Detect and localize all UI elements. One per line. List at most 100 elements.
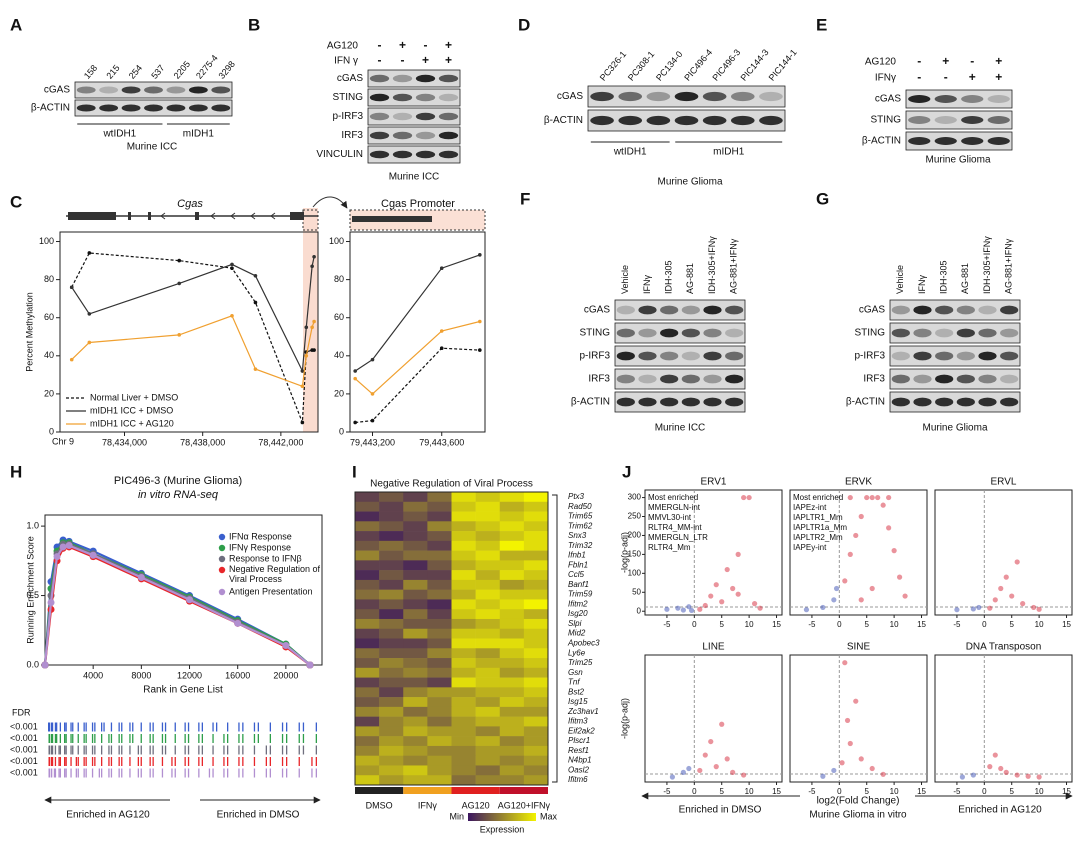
rug-tick bbox=[94, 745, 96, 755]
rug-tick bbox=[91, 722, 94, 732]
heat-cell bbox=[427, 667, 452, 678]
promoter-box bbox=[302, 209, 319, 231]
heat-cell bbox=[355, 736, 380, 747]
heat-cell bbox=[427, 579, 452, 590]
promoter-shade bbox=[303, 208, 318, 432]
rug-tick bbox=[118, 757, 120, 766]
x-tick-label: 12000 bbox=[177, 670, 202, 680]
heat-cell bbox=[355, 589, 380, 600]
rug-tick bbox=[101, 745, 103, 755]
heat-cell bbox=[427, 618, 452, 630]
heat-cell bbox=[523, 667, 549, 678]
heat-cell bbox=[523, 765, 549, 776]
blot-strip bbox=[614, 345, 746, 367]
rug-tick bbox=[48, 768, 50, 778]
annotation: MMERGLN-int bbox=[648, 503, 701, 512]
x-tick-label: -5 bbox=[663, 620, 671, 629]
rug-tick bbox=[265, 768, 267, 778]
heat-cell bbox=[403, 716, 428, 727]
rug-tick bbox=[174, 757, 176, 766]
point bbox=[858, 597, 864, 603]
group-label: mIDH1 bbox=[713, 147, 745, 158]
series-point bbox=[370, 392, 375, 396]
heat-cell bbox=[499, 736, 525, 747]
rug-tick bbox=[77, 745, 79, 755]
heat-cell bbox=[451, 501, 476, 512]
rug-tick bbox=[64, 757, 66, 766]
x-tick-label: -5 bbox=[808, 620, 816, 629]
rug-tick bbox=[59, 722, 61, 732]
series-point bbox=[370, 357, 375, 362]
band bbox=[703, 397, 722, 407]
y-tick-label: 100 bbox=[329, 236, 344, 246]
heat-cell bbox=[403, 658, 428, 669]
rug-tick bbox=[184, 757, 186, 766]
text-line: Viral Process bbox=[229, 574, 282, 584]
rug-tick bbox=[65, 722, 67, 732]
point bbox=[959, 774, 966, 780]
point bbox=[992, 597, 998, 603]
colorbar-min: Min bbox=[449, 811, 464, 821]
rug-tick bbox=[137, 745, 139, 755]
series-point bbox=[353, 369, 357, 373]
volcano-right-label: Enriched in AG120 bbox=[958, 805, 1042, 816]
rug-tick bbox=[265, 757, 267, 766]
rug-tick bbox=[140, 757, 142, 766]
heat-cell bbox=[523, 648, 549, 659]
series-point bbox=[87, 340, 92, 345]
heat-cell bbox=[379, 609, 404, 620]
point bbox=[741, 494, 747, 501]
band bbox=[681, 374, 700, 384]
heat-cell bbox=[475, 618, 501, 630]
heat-cell bbox=[355, 658, 380, 669]
rug-tick bbox=[110, 768, 113, 778]
heat-cell bbox=[355, 511, 380, 522]
heat-cell bbox=[499, 755, 525, 766]
rug-tick bbox=[56, 734, 58, 743]
point bbox=[839, 760, 845, 766]
band bbox=[891, 374, 910, 384]
band bbox=[725, 305, 744, 315]
band bbox=[369, 93, 390, 102]
heat-cell bbox=[523, 628, 549, 639]
rug-tick bbox=[184, 722, 186, 732]
exon bbox=[148, 212, 151, 220]
series-point bbox=[69, 285, 74, 290]
rug-tick bbox=[85, 757, 87, 766]
rug-tick bbox=[121, 768, 123, 778]
point bbox=[730, 769, 736, 775]
y-tick-label: 300 bbox=[628, 493, 642, 502]
heat-cell bbox=[403, 511, 428, 522]
heat-cell bbox=[451, 550, 476, 561]
point bbox=[719, 721, 725, 727]
x-tick-label: 15 bbox=[772, 620, 781, 629]
rug-tick bbox=[174, 745, 176, 755]
band bbox=[935, 397, 954, 407]
point bbox=[987, 764, 993, 770]
band bbox=[703, 305, 722, 315]
heat-cell bbox=[475, 638, 501, 649]
group-label: mIDH1 bbox=[183, 129, 215, 140]
x-tick-label: -5 bbox=[953, 787, 961, 796]
heat-cell bbox=[403, 687, 428, 698]
rug-tick bbox=[152, 757, 154, 766]
heat-cell bbox=[427, 716, 452, 727]
chart-title: ERVL bbox=[991, 477, 1017, 488]
y-tick-label: 40 bbox=[334, 350, 344, 360]
heat-cell bbox=[403, 492, 428, 503]
lane-label: PC326-1 bbox=[598, 49, 628, 83]
gene-label: Trim32 bbox=[568, 541, 593, 550]
band bbox=[616, 351, 635, 361]
blot-strip bbox=[614, 391, 746, 413]
condition-bar bbox=[451, 787, 500, 794]
legend-label: IFNα Response bbox=[229, 531, 292, 541]
series-point bbox=[137, 574, 145, 581]
heat-cell bbox=[475, 736, 501, 747]
rug-tick bbox=[184, 768, 186, 778]
exon bbox=[128, 212, 131, 220]
gene-label: Ly6e bbox=[568, 648, 586, 657]
heat-cell bbox=[379, 687, 404, 698]
panel-letter: F bbox=[520, 189, 530, 208]
rug-tick bbox=[242, 745, 244, 755]
rug-tick bbox=[281, 745, 284, 755]
